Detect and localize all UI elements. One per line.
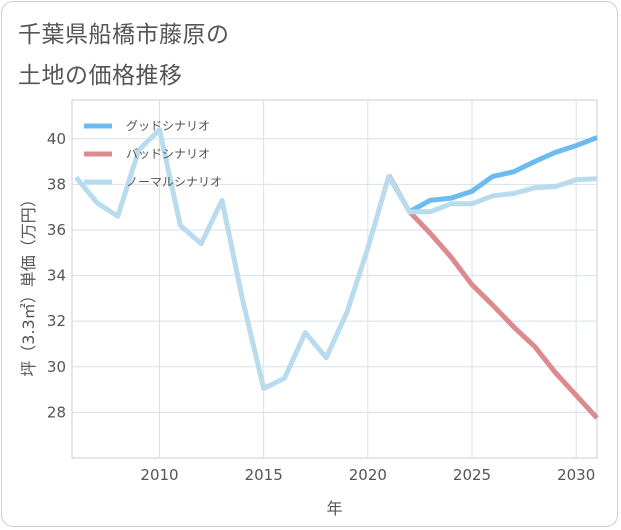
y-tick-label: 40 xyxy=(47,130,66,148)
series-line-bad xyxy=(386,173,599,420)
legend-label-normal: ノーマルシナリオ xyxy=(126,175,222,189)
y-axis-title: 坪（3.3㎡）単価（万円） xyxy=(19,191,38,376)
y-tick-label: 28 xyxy=(47,403,66,421)
x-tick-label: 2025 xyxy=(453,466,491,484)
y-tick-label: 38 xyxy=(47,175,66,193)
x-axis-title: 年 xyxy=(326,499,342,518)
y-tick-label: 32 xyxy=(47,312,66,330)
chart-title-line-2: 土地の価格推移 xyxy=(18,63,183,89)
series-line-good xyxy=(408,135,598,214)
y-tick-label: 34 xyxy=(47,267,66,285)
y-tick-label: 36 xyxy=(47,221,66,239)
x-tick-label: 2015 xyxy=(245,466,283,484)
legend-label-bad: バッドシナリオ xyxy=(126,147,210,161)
axis-ticks: 2010 2015 2020 2025 2030 28 30 32 34 36 38 40 xyxy=(47,130,595,484)
data-series xyxy=(74,127,599,420)
series-line-normal xyxy=(74,127,598,391)
chart-title-line-1: 千葉県船橋市藤原の xyxy=(18,22,230,48)
x-tick-label: 2020 xyxy=(349,466,387,484)
y-tick-label: 30 xyxy=(47,358,66,376)
x-tick-label: 2030 xyxy=(557,466,595,484)
legend-label-good: グッドシナリオ xyxy=(126,119,210,133)
x-tick-label: 2010 xyxy=(140,466,178,484)
